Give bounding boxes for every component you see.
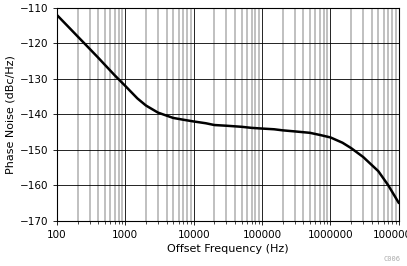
- X-axis label: Offset Frequency (Hz): Offset Frequency (Hz): [167, 244, 289, 254]
- Y-axis label: Phase Noise (dBc/Hz): Phase Noise (dBc/Hz): [5, 55, 15, 174]
- Text: C006: C006: [384, 256, 401, 262]
